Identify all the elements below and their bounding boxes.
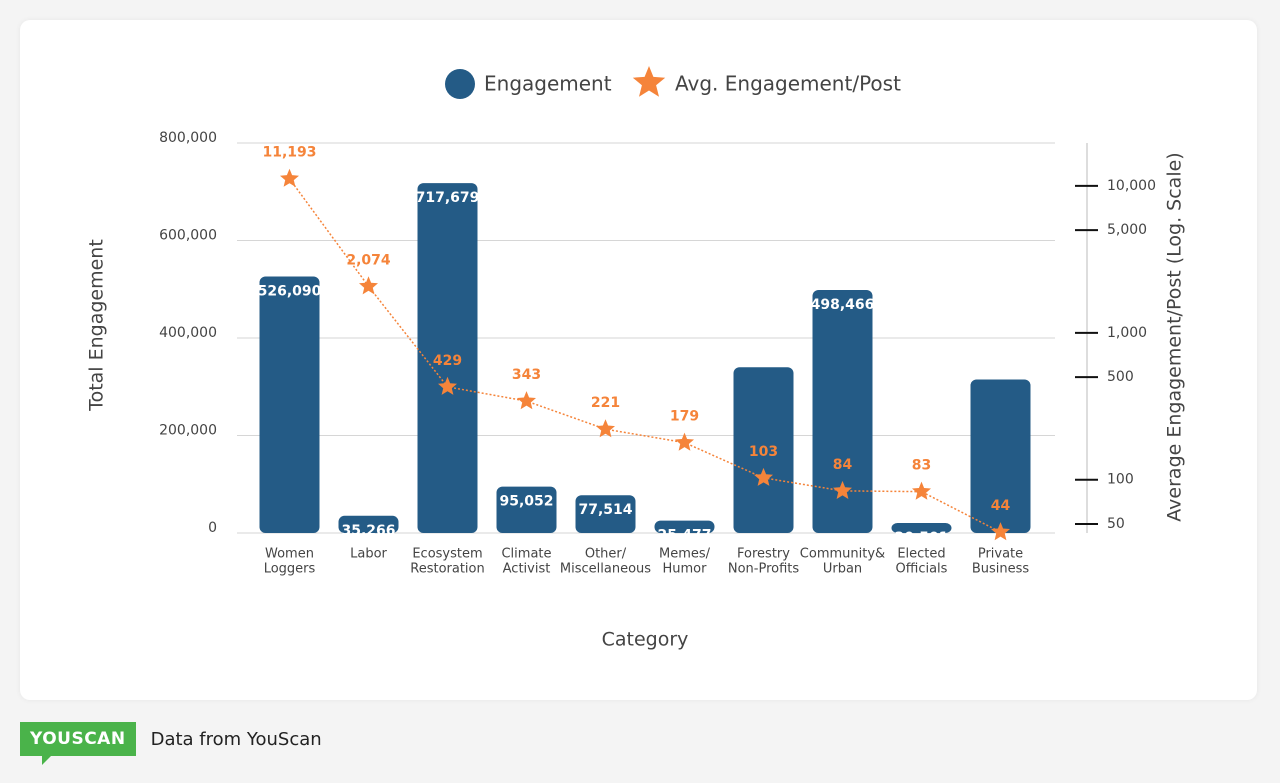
bar: [654, 520, 715, 533]
line-value-label: 103: [749, 444, 778, 460]
line-value-label: 11,193: [262, 145, 316, 161]
y2-tick-label: 1,000: [1107, 325, 1147, 341]
star-marker: [991, 522, 1010, 541]
line: [288, 178, 1001, 533]
star-marker: [912, 481, 931, 500]
x-tick-label: Non-Profits: [728, 562, 800, 577]
x-tick-label: Loggers: [264, 562, 316, 577]
legend-swatch: [632, 66, 666, 97]
bar-value-label: 20,501: [894, 530, 948, 546]
x-tick-label: Humor: [663, 562, 708, 577]
bar: [259, 276, 320, 533]
bar: [417, 183, 478, 534]
line-value-label: 343: [512, 367, 541, 383]
bar: [338, 515, 399, 533]
bar-value-label: 526,090: [258, 284, 322, 300]
star-marker: [359, 276, 378, 295]
y-tick-label: 600,000: [159, 228, 217, 244]
legend-swatch: [445, 69, 475, 99]
y2-tick-label: 50: [1107, 516, 1125, 532]
star-marker: [517, 391, 536, 410]
bar: [733, 367, 794, 533]
chart-card: [20, 20, 1257, 700]
x-tick-label: Restoration: [410, 562, 484, 577]
x-tick-label: Forestry: [737, 547, 790, 562]
line-value-label: 429: [433, 353, 462, 369]
x-tick-label: Women: [265, 547, 314, 562]
star-marker: [438, 376, 457, 395]
x-tick-label: Miscellaneous: [560, 562, 651, 577]
x-tick-label: Labor: [350, 547, 387, 562]
x-tick-label: Business: [972, 562, 1030, 577]
x-tick-label: Ecosystem: [412, 547, 482, 562]
footer: YOUSCAN Data from YouScan: [20, 722, 322, 765]
y-tick-label: 800,000: [159, 130, 217, 146]
x-tick-label: Memes/: [659, 547, 711, 562]
x-tick-label: Community&: [800, 547, 885, 562]
x-axis-title: Category: [602, 629, 689, 651]
y-axis-title: Total Engagement: [86, 239, 108, 412]
bar-value-label: 717,679: [416, 190, 480, 206]
bar-value-label: 498,466: [811, 297, 875, 313]
y2-axis-title: Average Engagement/Post (Log. Scale): [1164, 152, 1186, 521]
line-value-label: 83: [912, 458, 931, 474]
bar-value-label: 77,514: [578, 502, 632, 518]
y-tick-label: 200,000: [159, 423, 217, 439]
bar: [970, 379, 1031, 533]
bar: [575, 495, 636, 533]
y2-tick-label: 5,000: [1107, 222, 1147, 238]
bar: [812, 289, 873, 533]
x-tick-label: Other/: [585, 547, 627, 562]
line-value-label: 221: [591, 395, 620, 411]
x-tick-label: Urban: [823, 562, 862, 577]
star-marker: [833, 480, 852, 499]
x-tick-label: Officials: [896, 562, 948, 577]
star-marker: [280, 168, 299, 187]
legend-label: Engagement: [484, 72, 612, 96]
line-value-label: 179: [670, 409, 699, 425]
star-marker: [596, 419, 615, 438]
bar-value-label: 35,266: [341, 523, 395, 539]
line-value-label: 2,074: [346, 252, 391, 268]
legend-label: Avg. Engagement/Post: [675, 72, 901, 96]
y2-tick-label: 10,000: [1107, 178, 1156, 194]
bar: [891, 523, 952, 533]
y-tick-label: 400,000: [159, 325, 217, 341]
x-tick-label: Activist: [503, 562, 551, 577]
x-tick-label: Elected: [897, 547, 945, 562]
x-tick-label: Climate: [501, 547, 551, 562]
line-value-label: 84: [833, 457, 853, 473]
logo: YOUSCAN: [20, 722, 136, 765]
star-marker: [675, 432, 694, 451]
y2-tick-label: 500: [1107, 369, 1134, 385]
y-tick-label: 0: [208, 520, 217, 536]
x-tick-label: Private: [978, 547, 1023, 562]
bar: [496, 486, 557, 533]
bar-value-label: 25,477: [657, 528, 711, 544]
line-value-label: 44: [991, 498, 1011, 514]
star-marker: [754, 467, 773, 486]
source-text: Data from YouScan: [150, 728, 322, 750]
y2-tick-label: 100: [1107, 472, 1134, 488]
bar-value-label: 95,052: [499, 494, 553, 510]
